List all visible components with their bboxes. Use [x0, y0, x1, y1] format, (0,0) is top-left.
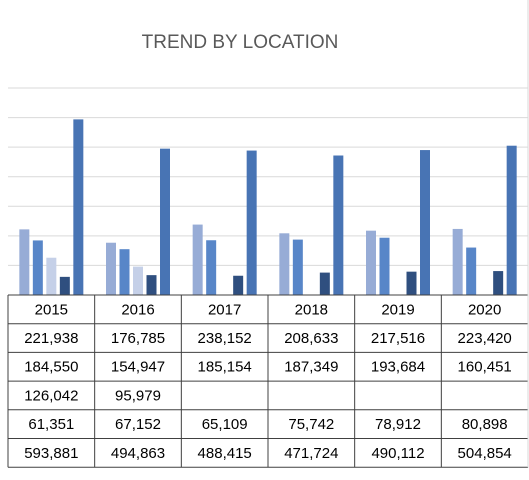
bar	[379, 237, 390, 295]
bar	[146, 275, 157, 295]
bar	[233, 275, 244, 295]
table-cell: 208,633	[284, 330, 338, 347]
bar	[493, 271, 504, 295]
table-cell: 238,152	[198, 330, 252, 347]
table-cell: 593,881	[24, 445, 78, 462]
table-cell: 67,152	[115, 416, 161, 433]
bar	[106, 242, 116, 295]
chart-title: TREND BY LOCATION	[142, 32, 339, 53]
table-cell: 187,349	[284, 359, 338, 376]
table-cell: 185,154	[198, 359, 252, 376]
table-cell: 488,415	[198, 445, 252, 462]
bar	[333, 155, 344, 295]
bar	[366, 230, 376, 295]
x-tick-label: 2015	[35, 301, 68, 318]
table-cell: 160,451	[458, 359, 512, 376]
table-cell: 184,550	[24, 359, 78, 376]
bar	[73, 119, 84, 295]
bar	[406, 271, 417, 295]
table-cell: 75,742	[288, 416, 334, 433]
bar	[59, 276, 70, 295]
bar	[19, 229, 30, 295]
table-cell: 223,420	[458, 330, 512, 347]
table-cell: 471,724	[284, 445, 338, 462]
table-cell: 217,516	[371, 330, 425, 347]
bar	[279, 233, 290, 295]
table-cell: 221,938	[24, 330, 78, 347]
bar	[46, 257, 57, 295]
bar	[319, 272, 330, 295]
x-tick-label: 2018	[295, 301, 328, 318]
bar	[192, 224, 203, 295]
bar	[420, 150, 430, 295]
x-tick-label: 2020	[468, 301, 501, 318]
table-cell: 65,109	[202, 416, 248, 433]
bar	[206, 240, 217, 295]
bar	[506, 145, 517, 295]
bar	[160, 148, 170, 295]
x-tick-label: 2017	[208, 301, 241, 318]
table-cell: 126,042	[24, 387, 78, 404]
bar	[32, 240, 43, 295]
x-tick-label: 2019	[381, 301, 414, 318]
table-cell: 80,898	[462, 416, 508, 433]
table-cell: 490,112	[371, 445, 424, 462]
bar	[466, 247, 477, 295]
table-cell: 494,863	[111, 445, 165, 462]
bar	[292, 239, 303, 295]
table-cell: 95,979	[115, 387, 161, 404]
bar	[452, 228, 463, 295]
x-tick-label: 2016	[121, 301, 154, 318]
bar	[133, 266, 143, 295]
table-cell: 78,912	[375, 416, 421, 433]
bar	[246, 150, 257, 295]
bar	[119, 249, 130, 295]
table-cell: 504,854	[458, 445, 512, 462]
table-cell: 176,785	[111, 330, 165, 347]
table-cell: 154,947	[111, 359, 165, 376]
table-cell: 193,684	[371, 359, 425, 376]
table-cell: 61,351	[28, 416, 74, 433]
